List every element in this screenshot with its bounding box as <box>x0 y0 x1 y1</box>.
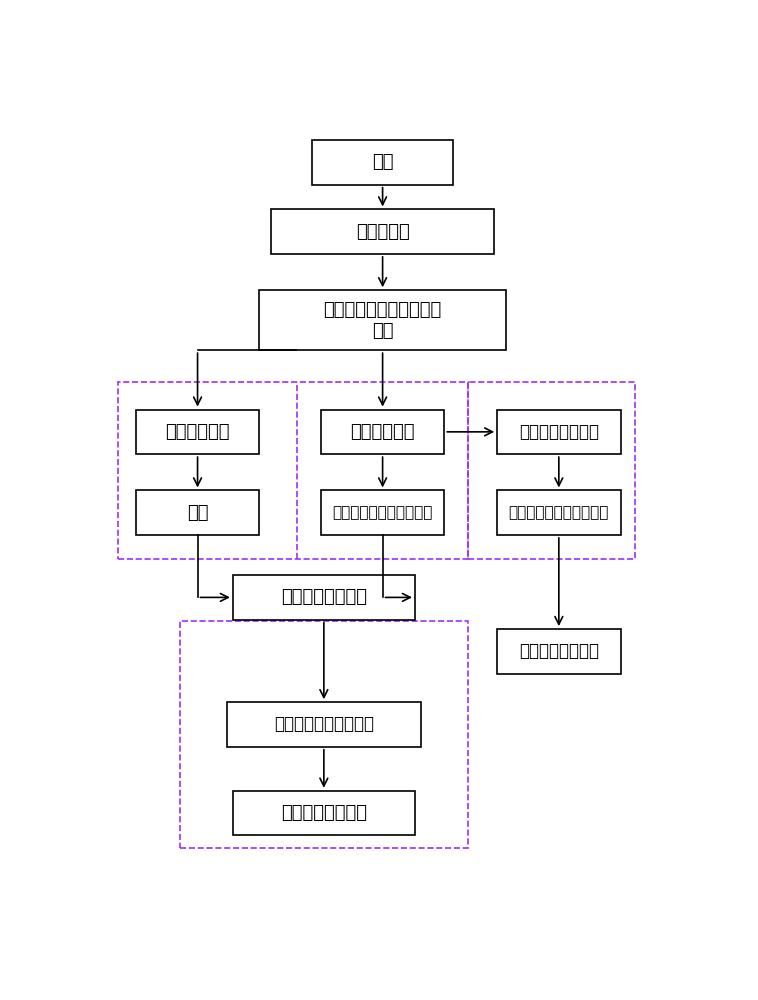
Text: 左右偏差信号: 左右偏差信号 <box>165 423 230 441</box>
Text: 电弧传感器采集焊缝偏差
信号: 电弧传感器采集焊缝偏差 信号 <box>324 301 442 340</box>
Bar <box>497 629 621 674</box>
Text: 系统初始化: 系统初始化 <box>356 223 409 241</box>
Text: 前后高差信号: 前后高差信号 <box>350 423 415 441</box>
Bar <box>312 140 453 185</box>
Bar <box>233 791 415 835</box>
Bar <box>321 410 444 454</box>
Bar <box>259 290 506 350</box>
Bar <box>233 575 415 620</box>
Text: 加速度计采集焊枪位移: 加速度计采集焊枪位移 <box>274 715 374 733</box>
Bar <box>136 410 259 454</box>
Text: 完成复杂焊缝跟踪: 完成复杂焊缝跟踪 <box>281 588 367 606</box>
Text: 对中: 对中 <box>186 504 208 522</box>
Bar <box>497 490 621 535</box>
Bar <box>118 382 468 559</box>
Bar <box>227 702 421 747</box>
Text: 专家系统转化为焊枪倾角: 专家系统转化为焊枪倾角 <box>509 505 609 520</box>
Text: 焊枪与焊缝保持合适距离: 焊枪与焊缝保持合适距离 <box>333 505 433 520</box>
Text: 焊枪倾角的自调节: 焊枪倾角的自调节 <box>518 642 599 660</box>
Text: 计算得到焊缝倾角: 计算得到焊缝倾角 <box>518 423 599 441</box>
Text: 摆动方向的自调节: 摆动方向的自调节 <box>281 804 367 822</box>
Bar <box>180 620 468 848</box>
Bar <box>321 490 444 535</box>
Bar <box>468 382 635 559</box>
Bar <box>136 490 259 535</box>
Bar <box>497 410 621 454</box>
Bar <box>271 209 494 254</box>
Text: 开始: 开始 <box>372 153 393 171</box>
